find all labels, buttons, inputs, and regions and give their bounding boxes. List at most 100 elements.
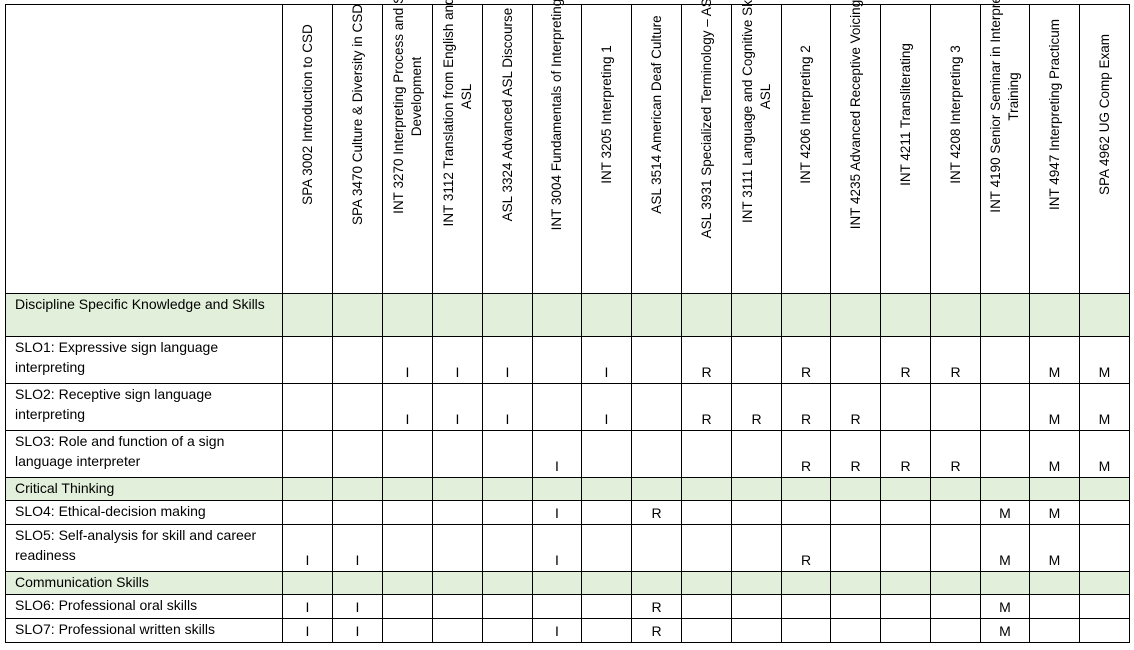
mapping-cell [1079, 618, 1130, 643]
mapping-cell: R [681, 383, 732, 431]
mapping-cell: R [830, 383, 881, 431]
outcome-row: SLO3: Role and function of a sign langua… [5, 430, 1130, 478]
mapping-cell [880, 383, 931, 431]
mapping-cell: R [880, 336, 931, 384]
mapping-cell [731, 477, 782, 501]
mapping-cell: M [1029, 336, 1080, 384]
mapping-cell: I [482, 336, 533, 384]
mapping-cell [980, 383, 1030, 431]
mapping-cell [581, 430, 632, 478]
mapping-cell [581, 293, 632, 337]
section-label: Communication Skills [5, 571, 283, 595]
mapping-cell [930, 594, 981, 619]
mapping-cell [581, 571, 632, 595]
mapping-cell [731, 618, 782, 643]
course-header: INT 3112 Translation from English and fr… [432, 0, 483, 294]
mapping-cell [930, 571, 981, 595]
mapping-cell [731, 500, 782, 525]
course-header: ASL 3931 Specialized Terminology – ASL [681, 0, 732, 294]
mapping-cell: I [532, 430, 582, 478]
mapping-cell: I [432, 383, 483, 431]
mapping-cell [482, 430, 533, 478]
course-name: INT 3111 Language and Cognitive Skills i… [739, 0, 773, 223]
course-name: INT 3270 Interpreting Process and Skill … [390, 0, 424, 214]
mapping-cell [532, 336, 582, 384]
course-header: ASL 3324 Advanced ASL Discourse [482, 4, 533, 294]
section-label: Discipline Specific Knowledge and Skills [5, 293, 283, 337]
mapping-cell: R [781, 430, 831, 478]
mapping-cell [980, 571, 1030, 595]
mapping-cell [731, 336, 782, 384]
mapping-cell: M [1079, 336, 1130, 384]
outcome-label: SLO1: Expressive sign language interpret… [5, 336, 283, 384]
course-header: SPA 3002 Introduction to CSD [282, 4, 333, 294]
mapping-cell: M [1029, 383, 1080, 431]
mapping-cell [681, 594, 732, 619]
mapping-cell [382, 571, 433, 595]
mapping-cell: I [482, 383, 533, 431]
mapping-cell [731, 594, 782, 619]
mapping-cell [830, 618, 881, 643]
mapping-cell [781, 500, 831, 525]
mapping-cell: I [532, 500, 582, 525]
course-name: INT 4235 Advanced Receptive Voicing [847, 0, 863, 230]
mapping-cell: I [581, 336, 632, 384]
mapping-cell [332, 430, 383, 478]
mapping-cell [332, 383, 383, 431]
outcome-label: SLO4: Ethical-decision making [5, 500, 283, 525]
outcome-row: SLO6: Professional oral skills I I R M [5, 594, 1130, 619]
mapping-cell [880, 571, 931, 595]
mapping-cell [731, 524, 782, 572]
course-header: INT 3004 Fundamentals of Interpreting [532, 0, 582, 294]
mapping-cell [332, 293, 383, 337]
course-header: INT 3205 Interpreting 1 [581, 4, 632, 294]
mapping-cell [830, 594, 881, 619]
mapping-cell [781, 571, 831, 595]
course-name: INT 4211 Transliterating [897, 43, 913, 186]
mapping-cell [880, 477, 931, 501]
course-header: INT 4235 Advanced Receptive Voicing [830, 0, 881, 294]
mapping-cell [830, 336, 881, 384]
mapping-cell: I [282, 524, 333, 572]
mapping-cell [1029, 618, 1080, 643]
outcome-row: SLO1: Expressive sign language interpret… [5, 336, 1130, 384]
mapping-cell [930, 383, 981, 431]
mapping-cell [432, 524, 483, 572]
mapping-cell [880, 618, 931, 643]
mapping-cell: M [1079, 383, 1130, 431]
course-name: ASL 3514 American Deaf Culture [648, 15, 664, 214]
section-row: Discipline Specific Knowledge and Skills [5, 293, 1130, 337]
course-name: SPA 4962 UG Comp Exam [1096, 33, 1112, 196]
mapping-cell [282, 500, 333, 525]
mapping-cell [631, 336, 682, 384]
mapping-cell [432, 293, 483, 337]
mapping-cell [1029, 293, 1080, 337]
course-name: INT 3004 Fundamentals of Interpreting [549, 0, 564, 231]
mapping-cell [880, 594, 931, 619]
mapping-cell [830, 477, 881, 501]
course-header: INT 4206 Interpreting 2 [781, 4, 831, 294]
mapping-cell [382, 618, 433, 643]
mapping-cell [731, 293, 782, 337]
course-name: INT 4208 Interpreting 3 [947, 45, 963, 184]
mapping-cell [781, 293, 831, 337]
mapping-cell: I [332, 618, 383, 643]
course-name: INT 4206 Interpreting 2 [798, 45, 813, 184]
mapping-cell [532, 571, 582, 595]
mapping-cell [332, 500, 383, 525]
course-name: INT 3205 Interpreting 1 [598, 45, 614, 184]
mapping-cell [631, 293, 682, 337]
mapping-cell [532, 477, 582, 501]
course-header: ASL 3514 American Deaf Culture [631, 4, 682, 294]
curriculum-map-table: SPA 3002 Introduction to CSD SPA 3470 Cul… [5, 0, 1130, 643]
mapping-cell [980, 336, 1030, 384]
mapping-cell [731, 430, 782, 478]
mapping-cell [482, 477, 533, 501]
mapping-cell [1079, 477, 1130, 501]
mapping-cell: M [1079, 430, 1130, 478]
mapping-cell [631, 477, 682, 501]
mapping-cell [432, 571, 483, 595]
mapping-cell [930, 524, 981, 572]
mapping-cell [631, 571, 682, 595]
course-header: INT 3270 Interpreting Process and Skill … [382, 0, 433, 294]
